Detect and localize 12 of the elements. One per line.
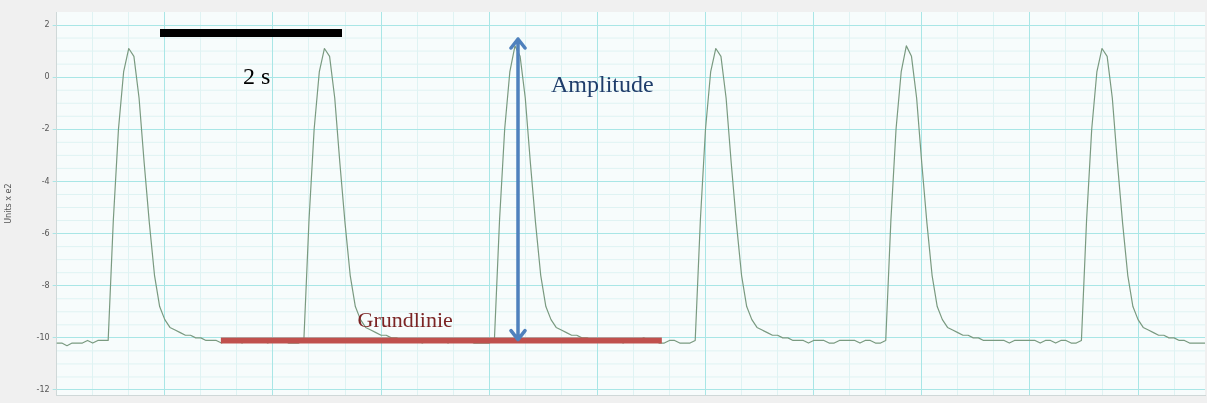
y-axis-title: Units x e2 <box>3 183 13 224</box>
y-tick-label: -2 <box>41 124 50 134</box>
y-tick-label: 2 <box>44 20 50 30</box>
y-tick-label: 0 <box>44 72 50 82</box>
y-tick-label: -8 <box>41 280 50 290</box>
annotation: Amplitude <box>551 71 654 97</box>
annotation: 2 s <box>243 63 271 89</box>
ref-line-label: Grundlinie <box>357 307 453 333</box>
y-tick-label: -10 <box>36 332 50 342</box>
y-tick-label: -12 <box>36 385 50 395</box>
y-tick-label: -4 <box>41 176 50 186</box>
y-tick-label: -6 <box>41 228 50 238</box>
